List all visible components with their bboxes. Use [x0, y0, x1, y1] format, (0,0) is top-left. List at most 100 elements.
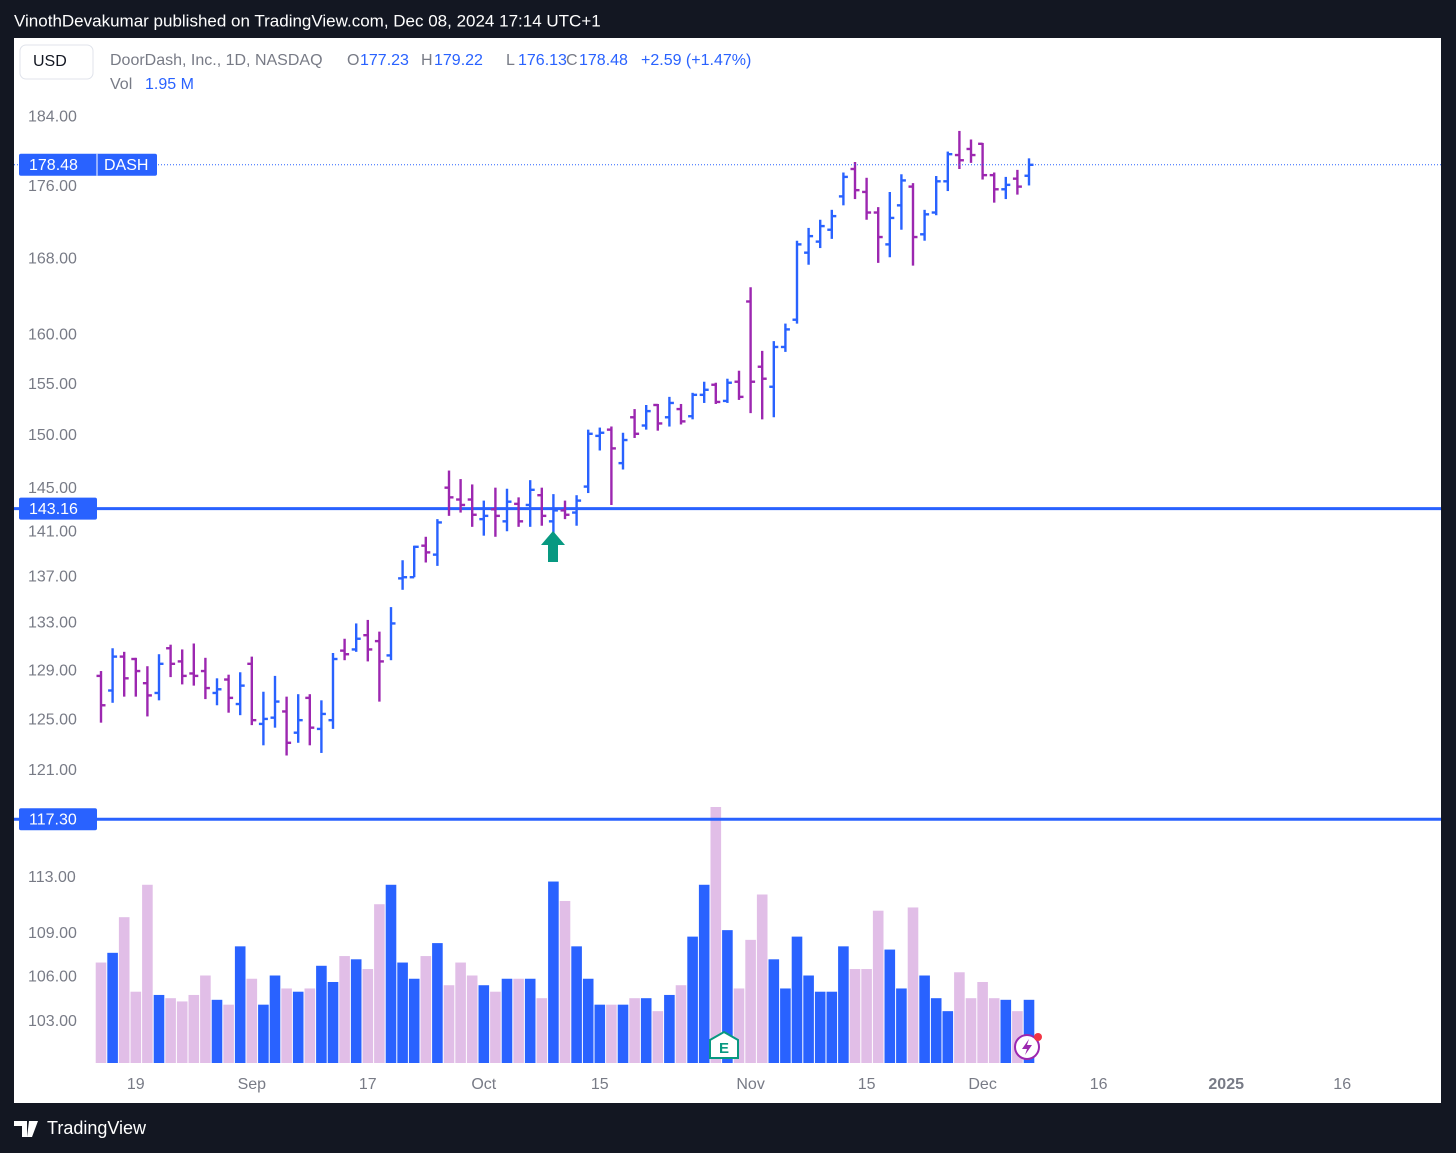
event-dot[interactable] [1034, 1033, 1042, 1041]
volume-bar [896, 988, 907, 1063]
volume-bar [142, 884, 153, 1063]
volume-bar [432, 943, 443, 1063]
y-tick-label: 137.00 [28, 568, 77, 585]
ticker: DASH [104, 157, 148, 174]
earnings-badge-shape[interactable] [709, 1030, 739, 1059]
volume-bar [234, 946, 246, 1063]
volume-bar [930, 998, 942, 1063]
dividend-icon[interactable] [1014, 1033, 1042, 1060]
volume-bar [408, 978, 420, 1063]
volume-bar [188, 994, 200, 1063]
y-tick-label: 155.00 [28, 376, 77, 393]
volume-bar [118, 917, 130, 1063]
y-tick-label: 106.00 [28, 968, 77, 985]
volume-bar [304, 988, 316, 1063]
volume-bar [466, 975, 478, 1063]
x-tick-label: 17 [359, 1076, 377, 1093]
ohlc-value: 179.22 [434, 52, 483, 69]
volume-bar [490, 991, 501, 1063]
brand: TradingView [14, 1118, 147, 1138]
x-tick-label: 19 [127, 1076, 145, 1093]
volume-bar [350, 959, 362, 1063]
x-tick-label: Nov [736, 1076, 764, 1093]
volume-bar [977, 981, 988, 1063]
volume-bar [513, 978, 524, 1063]
volume-bar [501, 978, 513, 1063]
volume-bar [606, 1004, 617, 1063]
volume-bar [803, 975, 814, 1063]
currency[interactable]: USD [33, 53, 67, 70]
volume-bar [733, 988, 745, 1063]
volume-bar [617, 1004, 629, 1063]
volume-bar [443, 985, 455, 1063]
volume-bar [374, 904, 385, 1063]
brand-name: TradingView [47, 1118, 147, 1138]
earnings-badge[interactable]: E [709, 1030, 739, 1059]
volume-bar [478, 985, 490, 1063]
legend: DoorDash, Inc., 1D, NASDAQ O 177.23 H 17… [110, 52, 751, 93]
volume-bar [872, 910, 884, 1063]
y-tick-label: 121.00 [28, 762, 77, 779]
volume-bar [536, 998, 548, 1063]
volume-bar [919, 975, 930, 1063]
volume-bar [269, 975, 281, 1063]
event-icon-bolt[interactable] [1022, 1039, 1032, 1055]
volume-bar [258, 1004, 269, 1063]
volume-bar [629, 998, 640, 1063]
volume-bar [292, 991, 304, 1063]
volume-bar [420, 956, 432, 1063]
volume-bar [988, 998, 1000, 1063]
x-tick-label: Dec [968, 1076, 996, 1093]
y-tick-label: 133.00 [28, 615, 77, 632]
volume-bar [745, 939, 756, 1063]
volume-bar [223, 1004, 234, 1063]
volume-bar [571, 946, 582, 1063]
volume-bar [548, 881, 559, 1063]
volume-bar [814, 991, 826, 1063]
volume-bar [594, 1004, 606, 1063]
volume-bar [165, 998, 176, 1063]
x-tick-label: 15 [591, 1076, 609, 1093]
y-tick-label: 129.00 [28, 662, 77, 679]
volume-bar [791, 936, 803, 1063]
y-tick-label: 150.00 [28, 427, 77, 444]
last-price-tag [19, 153, 157, 176]
level-tag-text: 143.16 [29, 501, 78, 518]
volume-bar [907, 907, 919, 1063]
volume-bar [95, 962, 107, 1063]
x-tick-label: 15 [858, 1076, 876, 1093]
volume-bar [849, 969, 861, 1063]
level-tag [19, 497, 97, 520]
volume-bar [675, 985, 687, 1063]
volume-bar [153, 994, 165, 1063]
buy-arrow [541, 531, 565, 562]
volume-bar [524, 978, 536, 1063]
volume-bar [281, 988, 292, 1063]
volume-bar [722, 930, 733, 1063]
volume-bar [339, 956, 350, 1063]
volume-bar [780, 988, 791, 1063]
currency-button[interactable] [19, 44, 94, 80]
volume-bar [756, 894, 768, 1063]
volume-bar [246, 978, 258, 1063]
last-price-text: 178.48 [29, 157, 78, 174]
symbol: DoorDash, Inc., 1D, NASDAQ [110, 52, 323, 69]
earnings-badge-text[interactable]: E [719, 1040, 729, 1057]
x-tick-label: Oct [471, 1076, 496, 1093]
ohlc-value: 176.13 [518, 52, 567, 69]
x-tick-label: 16 [1090, 1076, 1108, 1093]
volume-bar [200, 975, 211, 1063]
y-tick-label: 168.00 [28, 250, 77, 267]
y-tick-label: 141.00 [28, 524, 77, 541]
y-tick-label: 184.00 [28, 109, 77, 126]
volume-bar [455, 962, 466, 1063]
y-tick-label: 145.00 [28, 480, 77, 497]
y-tick-label: 103.00 [28, 1013, 77, 1030]
volume-bar [640, 998, 652, 1063]
volume-bar [211, 999, 223, 1063]
volume-bar [327, 981, 339, 1063]
level-tag [19, 808, 97, 831]
volume-bar [826, 991, 838, 1063]
volume-bar [107, 952, 118, 1063]
